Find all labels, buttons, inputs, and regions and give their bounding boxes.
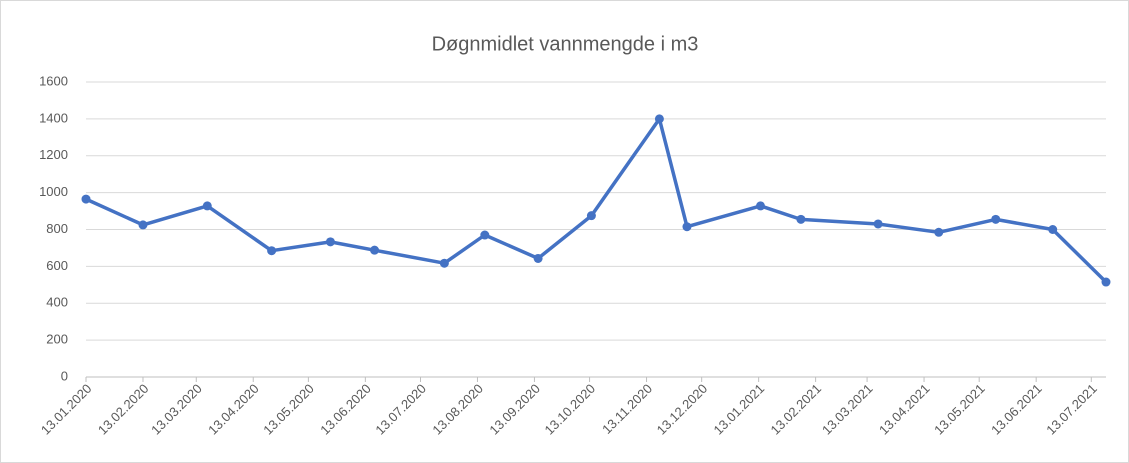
- y-tick-label: 1400: [39, 110, 68, 125]
- y-tick-label: 1600: [39, 73, 68, 88]
- y-tick-label: 600: [46, 258, 68, 273]
- y-tick-label: 1000: [39, 184, 68, 199]
- data-point: [370, 245, 380, 255]
- data-point: [934, 227, 944, 237]
- data-point: [991, 214, 1001, 224]
- data-point: [81, 194, 91, 204]
- data-point: [325, 237, 335, 247]
- data-point: [873, 219, 883, 229]
- data-point: [439, 258, 449, 268]
- data-point: [654, 114, 664, 124]
- chart-title: Døgnmidlet vannmengde i m3: [432, 33, 699, 55]
- data-point: [1048, 225, 1058, 234]
- data-point: [533, 253, 543, 263]
- y-tick-label: 0: [61, 368, 68, 383]
- data-point: [1101, 277, 1111, 287]
- data-point: [267, 246, 277, 256]
- data-point: [755, 201, 765, 211]
- data-point: [480, 230, 490, 240]
- data-point: [202, 201, 212, 211]
- data-point: [682, 222, 692, 232]
- y-tick-label: 1200: [39, 147, 68, 162]
- y-tick-label: 200: [46, 332, 68, 347]
- y-tick-label: 400: [46, 295, 68, 310]
- data-point: [796, 214, 806, 224]
- data-point: [586, 211, 596, 221]
- data-point: [138, 220, 148, 230]
- y-tick-label: 800: [46, 221, 68, 236]
